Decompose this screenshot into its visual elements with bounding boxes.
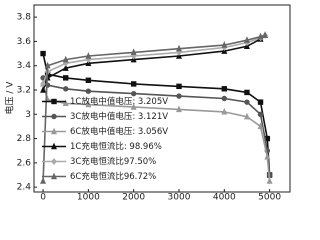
data-point: [243, 112, 250, 120]
data-point: [257, 99, 264, 105]
y-tick-label: 3.6: [17, 37, 32, 47]
data-point: [40, 177, 47, 184]
data-point: [130, 48, 137, 56]
legend-marker: [51, 142, 57, 150]
data-point: [62, 99, 69, 107]
data-point: [40, 50, 46, 57]
x-tick-label: 4000: [213, 193, 236, 201]
legend-marker: [51, 98, 57, 105]
data-point: [130, 103, 137, 110]
legend-label: 1C放电中值电压: 3.205V: [70, 96, 168, 107]
series-line: [42, 34, 266, 91]
data-point: [257, 122, 264, 130]
y-tick-label: 3: [25, 110, 31, 120]
data-point: [244, 89, 250, 96]
legend-label: 3C充电恒流比97.50%: [70, 156, 156, 167]
data-point: [63, 75, 69, 81]
chart: 电压 / V 2.4 2.6 2.8 3 3.2 3.4 3.6 3.8 0 1000 2000 30…: [4, 4, 291, 201]
data-point: [85, 88, 92, 94]
legend-marker: [51, 127, 57, 135]
data-point: [85, 52, 92, 59]
y-tick-label: 3.4: [17, 61, 32, 71]
data-point: [85, 56, 92, 64]
y-tick-label: 2.8: [17, 134, 32, 144]
y-tick-label: 2.6: [17, 158, 32, 168]
data-point: [221, 95, 228, 102]
data-point: [176, 105, 182, 113]
x-tick-label: 2000: [122, 193, 145, 201]
series-line: [42, 34, 266, 85]
data-point: [62, 55, 69, 63]
data-point: [257, 32, 264, 40]
data-point: [176, 93, 182, 99]
legend-label: 6C放电中值电压: 3.056V: [70, 126, 168, 137]
data-point: [243, 36, 250, 43]
data-point: [257, 111, 264, 117]
page: {"chart_data": {"type": "line", "y_label…: [3, 4, 291, 201]
data-point: [264, 152, 271, 160]
legend-marker: [51, 158, 57, 165]
legend-marker: [51, 113, 57, 120]
data-point: [244, 99, 250, 105]
y-axis-label: 电压 / V: [4, 81, 16, 115]
data-point: [40, 80, 46, 88]
data-point: [63, 86, 69, 92]
legend-marker: [51, 172, 57, 180]
data-point: [221, 41, 228, 48]
data-point: [176, 48, 182, 56]
data-point: [176, 83, 182, 90]
x-tick-label: 0: [40, 193, 46, 201]
y-tick-label: 3.8: [17, 13, 32, 23]
x-tick-label: 3000: [168, 193, 191, 201]
data-point: [85, 77, 92, 83]
data-point: [62, 64, 69, 71]
data-point: [262, 31, 269, 39]
data-point: [130, 90, 137, 97]
y-tick-label: 3.2: [17, 86, 31, 96]
x-tick-label: 5000: [258, 193, 281, 201]
data-point: [40, 86, 47, 93]
legend-label: 3C放电中值电压: 3.121V: [70, 111, 168, 122]
legend: 1C放电中值电压: 3.205V 3C放电中值电压: 3.121V 6C放电中值电压…: [42, 96, 168, 182]
plot-frame: [33, 4, 291, 193]
data-point: [85, 100, 92, 108]
legend-label: 6C充电恒流比96.72%: [70, 171, 156, 182]
x-tick-label: 1000: [77, 193, 100, 201]
data-point: [130, 81, 137, 87]
data-point: [221, 86, 228, 92]
data-point: [221, 107, 228, 115]
y-tick-label: 2.4: [17, 183, 32, 193]
data-point: [266, 177, 273, 184]
data-point: [44, 61, 51, 69]
data-point: [176, 44, 182, 52]
series-line: [42, 34, 266, 182]
legend-label: 1C充电恒流比: 98.96%: [70, 141, 162, 152]
